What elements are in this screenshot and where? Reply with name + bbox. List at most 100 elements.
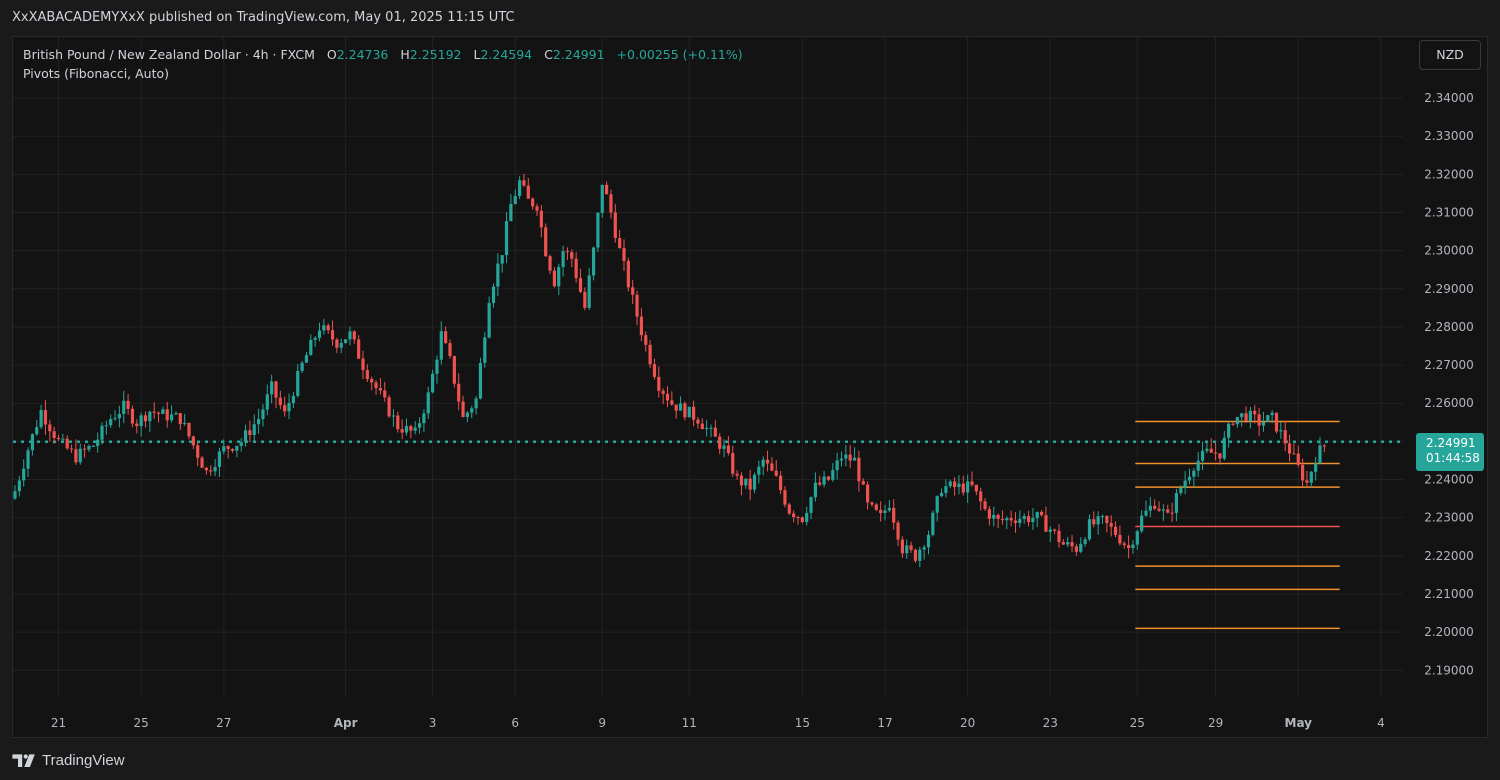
candle <box>465 410 469 423</box>
candle <box>896 520 900 547</box>
candle <box>570 249 574 268</box>
candle-body <box>622 247 626 261</box>
candle-body <box>561 251 565 268</box>
candle-body <box>426 392 430 414</box>
pivots-indicator-label[interactable]: Pivots (Fibonacci, Auto) <box>23 66 170 81</box>
candle-body <box>1296 453 1300 465</box>
low-label: L <box>473 47 481 62</box>
candle <box>1305 470 1309 488</box>
candle-body <box>818 482 822 485</box>
candle <box>348 326 352 346</box>
candle <box>78 443 82 465</box>
candle <box>65 435 69 451</box>
candle-body <box>1318 445 1322 464</box>
candle <box>526 177 530 199</box>
candle-body <box>509 203 513 222</box>
chart-panel[interactable]: 2.19000 2.20000 2.21000 2.22000 2.23000 2.240… <box>12 36 1488 738</box>
published-caption: XxXABACADEMYXxX published on TradingView… <box>12 10 515 25</box>
candle-body <box>531 198 535 207</box>
candle-body <box>357 339 361 359</box>
candle-body <box>557 267 561 287</box>
candle-body <box>1200 450 1205 461</box>
candle-body <box>431 373 435 393</box>
candle-body <box>17 480 21 492</box>
bar-countdown-label: 01:44:58 <box>1426 451 1480 465</box>
candle <box>665 386 670 408</box>
candle <box>1248 406 1252 429</box>
candle-body <box>1218 453 1222 459</box>
candle <box>461 395 465 418</box>
candle-body <box>857 457 861 482</box>
change-value: +0.00255 (+0.11%) <box>616 47 743 62</box>
candle-body <box>126 400 130 409</box>
candle-body <box>1309 471 1313 483</box>
price-chart[interactable]: 2.19000 2.20000 2.21000 2.22000 2.23000 2.240… <box>13 37 1489 739</box>
candle <box>661 388 665 405</box>
candle <box>378 377 382 395</box>
candle <box>30 433 34 456</box>
candle <box>217 447 222 477</box>
candle <box>539 205 543 238</box>
candle <box>1013 512 1018 533</box>
candle <box>326 323 330 334</box>
candle <box>713 420 717 437</box>
open-value: 2.24736 <box>336 47 389 62</box>
candle-body <box>404 426 409 433</box>
candle <box>687 406 691 418</box>
candle-body <box>831 470 835 480</box>
candle <box>783 486 787 508</box>
candle-body <box>378 388 382 391</box>
candle-body <box>752 474 757 490</box>
candle <box>339 338 343 354</box>
candle-body <box>183 422 187 425</box>
candle <box>905 539 909 559</box>
candle <box>1035 511 1039 527</box>
candle <box>970 471 974 487</box>
time-tick-label: 21 <box>51 716 66 730</box>
currency-button[interactable]: NZD <box>1419 40 1481 70</box>
candle-body <box>1044 515 1048 532</box>
candle-body <box>1109 523 1113 527</box>
candle-body <box>52 431 56 438</box>
candle-body <box>1053 529 1057 531</box>
candle <box>1074 543 1078 556</box>
candle <box>779 470 783 495</box>
candle <box>557 263 561 296</box>
candle <box>831 463 835 482</box>
top-bar: XxXABACADEMYXxX published on TradingView… <box>0 0 1500 36</box>
candle <box>404 418 409 436</box>
candle <box>1005 516 1009 530</box>
candle <box>283 396 287 417</box>
candle-body <box>544 227 548 257</box>
candle <box>1109 515 1113 537</box>
candle-body <box>491 286 496 304</box>
candle <box>183 413 187 426</box>
candle-body <box>700 423 704 430</box>
candle-body <box>635 294 639 317</box>
candle-body <box>1005 518 1009 521</box>
candle-body <box>852 457 857 461</box>
time-tick-label: 9 <box>598 716 606 730</box>
candle-body <box>1214 452 1218 454</box>
candle-body <box>1166 509 1170 513</box>
candle <box>792 510 796 523</box>
tradingview-brand[interactable]: TradingView <box>12 750 125 770</box>
candle-body <box>1287 443 1292 454</box>
candle-body <box>835 460 839 471</box>
candle-body <box>761 459 765 467</box>
candle-body <box>117 413 121 419</box>
candle <box>1301 458 1305 487</box>
candle <box>300 360 304 374</box>
candle <box>1135 529 1139 550</box>
candle <box>626 257 630 292</box>
candle-body <box>104 425 108 427</box>
price-tick-label: 2.23000 <box>1424 511 1474 525</box>
candle-body <box>1153 505 1157 509</box>
candle-body <box>461 401 465 417</box>
candle-body <box>966 481 970 493</box>
price-tick-label: 2.21000 <box>1424 587 1474 601</box>
candle-body <box>652 364 657 377</box>
candle <box>361 350 365 380</box>
candle <box>1235 416 1239 428</box>
symbol-title[interactable]: British Pound / New Zealand Dollar · 4h … <box>23 47 315 62</box>
